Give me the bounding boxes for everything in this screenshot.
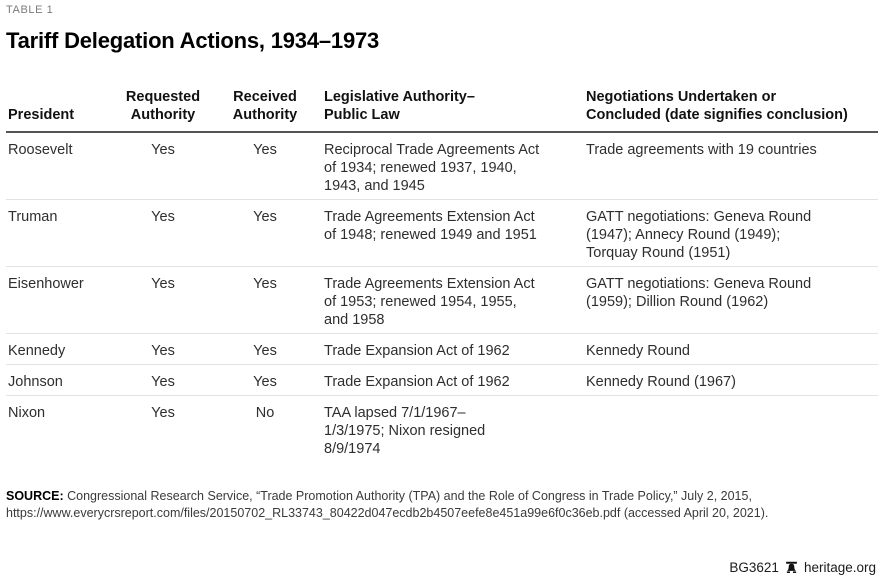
cell-negotiations: Kennedy Round (1967) bbox=[586, 364, 878, 396]
cell-negotiations: GATT negotiations: Geneva Round (1947); … bbox=[586, 199, 878, 267]
site-name: heritage.org bbox=[803, 560, 876, 575]
col-header-president: President bbox=[6, 88, 120, 133]
document-id: BG3621 bbox=[729, 560, 779, 575]
cell-law: Trade Agreements Extension Act of 1953; … bbox=[324, 266, 586, 334]
cell-received: Yes bbox=[214, 132, 324, 200]
col-header-requested-authority: Requested Authority bbox=[120, 88, 214, 133]
table-row-roosevelt: Roosevelt Yes Yes Reciprocal Trade Agree… bbox=[6, 132, 878, 200]
cell-received: Yes bbox=[214, 266, 324, 334]
cell-negotiations bbox=[586, 396, 878, 463]
tariff-delegation-table: President Requested Authority Received A… bbox=[6, 88, 878, 462]
table-header: President Requested Authority Received A… bbox=[6, 88, 878, 133]
col-header-legislative-authority: Legislative Authority– Public Law bbox=[324, 88, 586, 133]
table-header-row: President Requested Authority Received A… bbox=[6, 88, 878, 133]
table-body: Roosevelt Yes Yes Reciprocal Trade Agree… bbox=[6, 132, 878, 462]
cell-received: Yes bbox=[214, 364, 324, 396]
cell-requested: Yes bbox=[120, 333, 214, 365]
col-header-negotiations: Negotiations Undertaken or Concluded (da… bbox=[586, 88, 878, 133]
cell-requested: Yes bbox=[120, 266, 214, 334]
cell-president: Kennedy bbox=[6, 333, 120, 365]
cell-negotiations: GATT negotiations: Geneva Round (1959); … bbox=[586, 266, 878, 334]
page-title: Tariff Delegation Actions, 1934–1973 bbox=[6, 28, 380, 53]
report-content: TABLE 1 Tariff Delegation Actions, 1934–… bbox=[6, 4, 878, 522]
cell-president: Nixon bbox=[8, 405, 46, 421]
page-footer: BG3621 heritage.org bbox=[729, 560, 876, 575]
cell-law: Trade Expansion Act of 1962 bbox=[324, 333, 586, 365]
liberty-bell-icon bbox=[785, 561, 798, 574]
col-header-received-authority: Received Authority bbox=[214, 88, 324, 133]
cell-requested: Yes bbox=[120, 364, 214, 396]
source-note: SOURCE: Congressional Research Service, … bbox=[6, 488, 866, 522]
cell-received: Yes bbox=[214, 199, 324, 267]
cell-negotiations: Trade agreements with 19 countries bbox=[586, 132, 878, 200]
cell-negotiations: Kennedy Round bbox=[586, 333, 878, 365]
table-row-truman: Truman Yes Yes Trade Agreements Extensio… bbox=[6, 199, 878, 267]
cell-law: Trade Expansion Act of 1962 bbox=[324, 364, 586, 396]
table-row-eisenhower: Eisenhower Yes Yes Trade Agreements Exte… bbox=[6, 266, 878, 334]
cell-president: Eisenhower bbox=[6, 266, 120, 334]
table-row-nixon: Nixon Yes No TAA lapsed 7/1/1967– 1/3/19… bbox=[6, 396, 878, 463]
cell-law: Trade Agreements Extension Act of 1948; … bbox=[324, 199, 586, 267]
cell-requested: Yes bbox=[120, 132, 214, 200]
table-row-johnson: Johnson Yes Yes Trade Expansion Act of 1… bbox=[6, 364, 878, 396]
cell-received: No bbox=[255, 405, 275, 421]
cell-law: Reciprocal Trade Agreements Act of 1934;… bbox=[324, 132, 586, 200]
cell-requested: Yes bbox=[151, 405, 175, 421]
table-row-kennedy: Kennedy Yes Yes Trade Expansion Act of 1… bbox=[6, 333, 878, 365]
cell-president: Truman bbox=[6, 199, 120, 267]
source-text: Congressional Research Service, “Trade P… bbox=[6, 489, 769, 520]
cell-received: Yes bbox=[214, 333, 324, 365]
cell-president: Roosevelt bbox=[6, 132, 120, 200]
cell-law: TAA lapsed 7/1/1967– 1/3/1975; Nixon res… bbox=[324, 405, 486, 457]
source-label: SOURCE: bbox=[6, 489, 64, 503]
cell-president: Johnson bbox=[6, 364, 120, 396]
cell-requested: Yes bbox=[120, 199, 214, 267]
table-kicker: TABLE 1 bbox=[6, 4, 54, 16]
